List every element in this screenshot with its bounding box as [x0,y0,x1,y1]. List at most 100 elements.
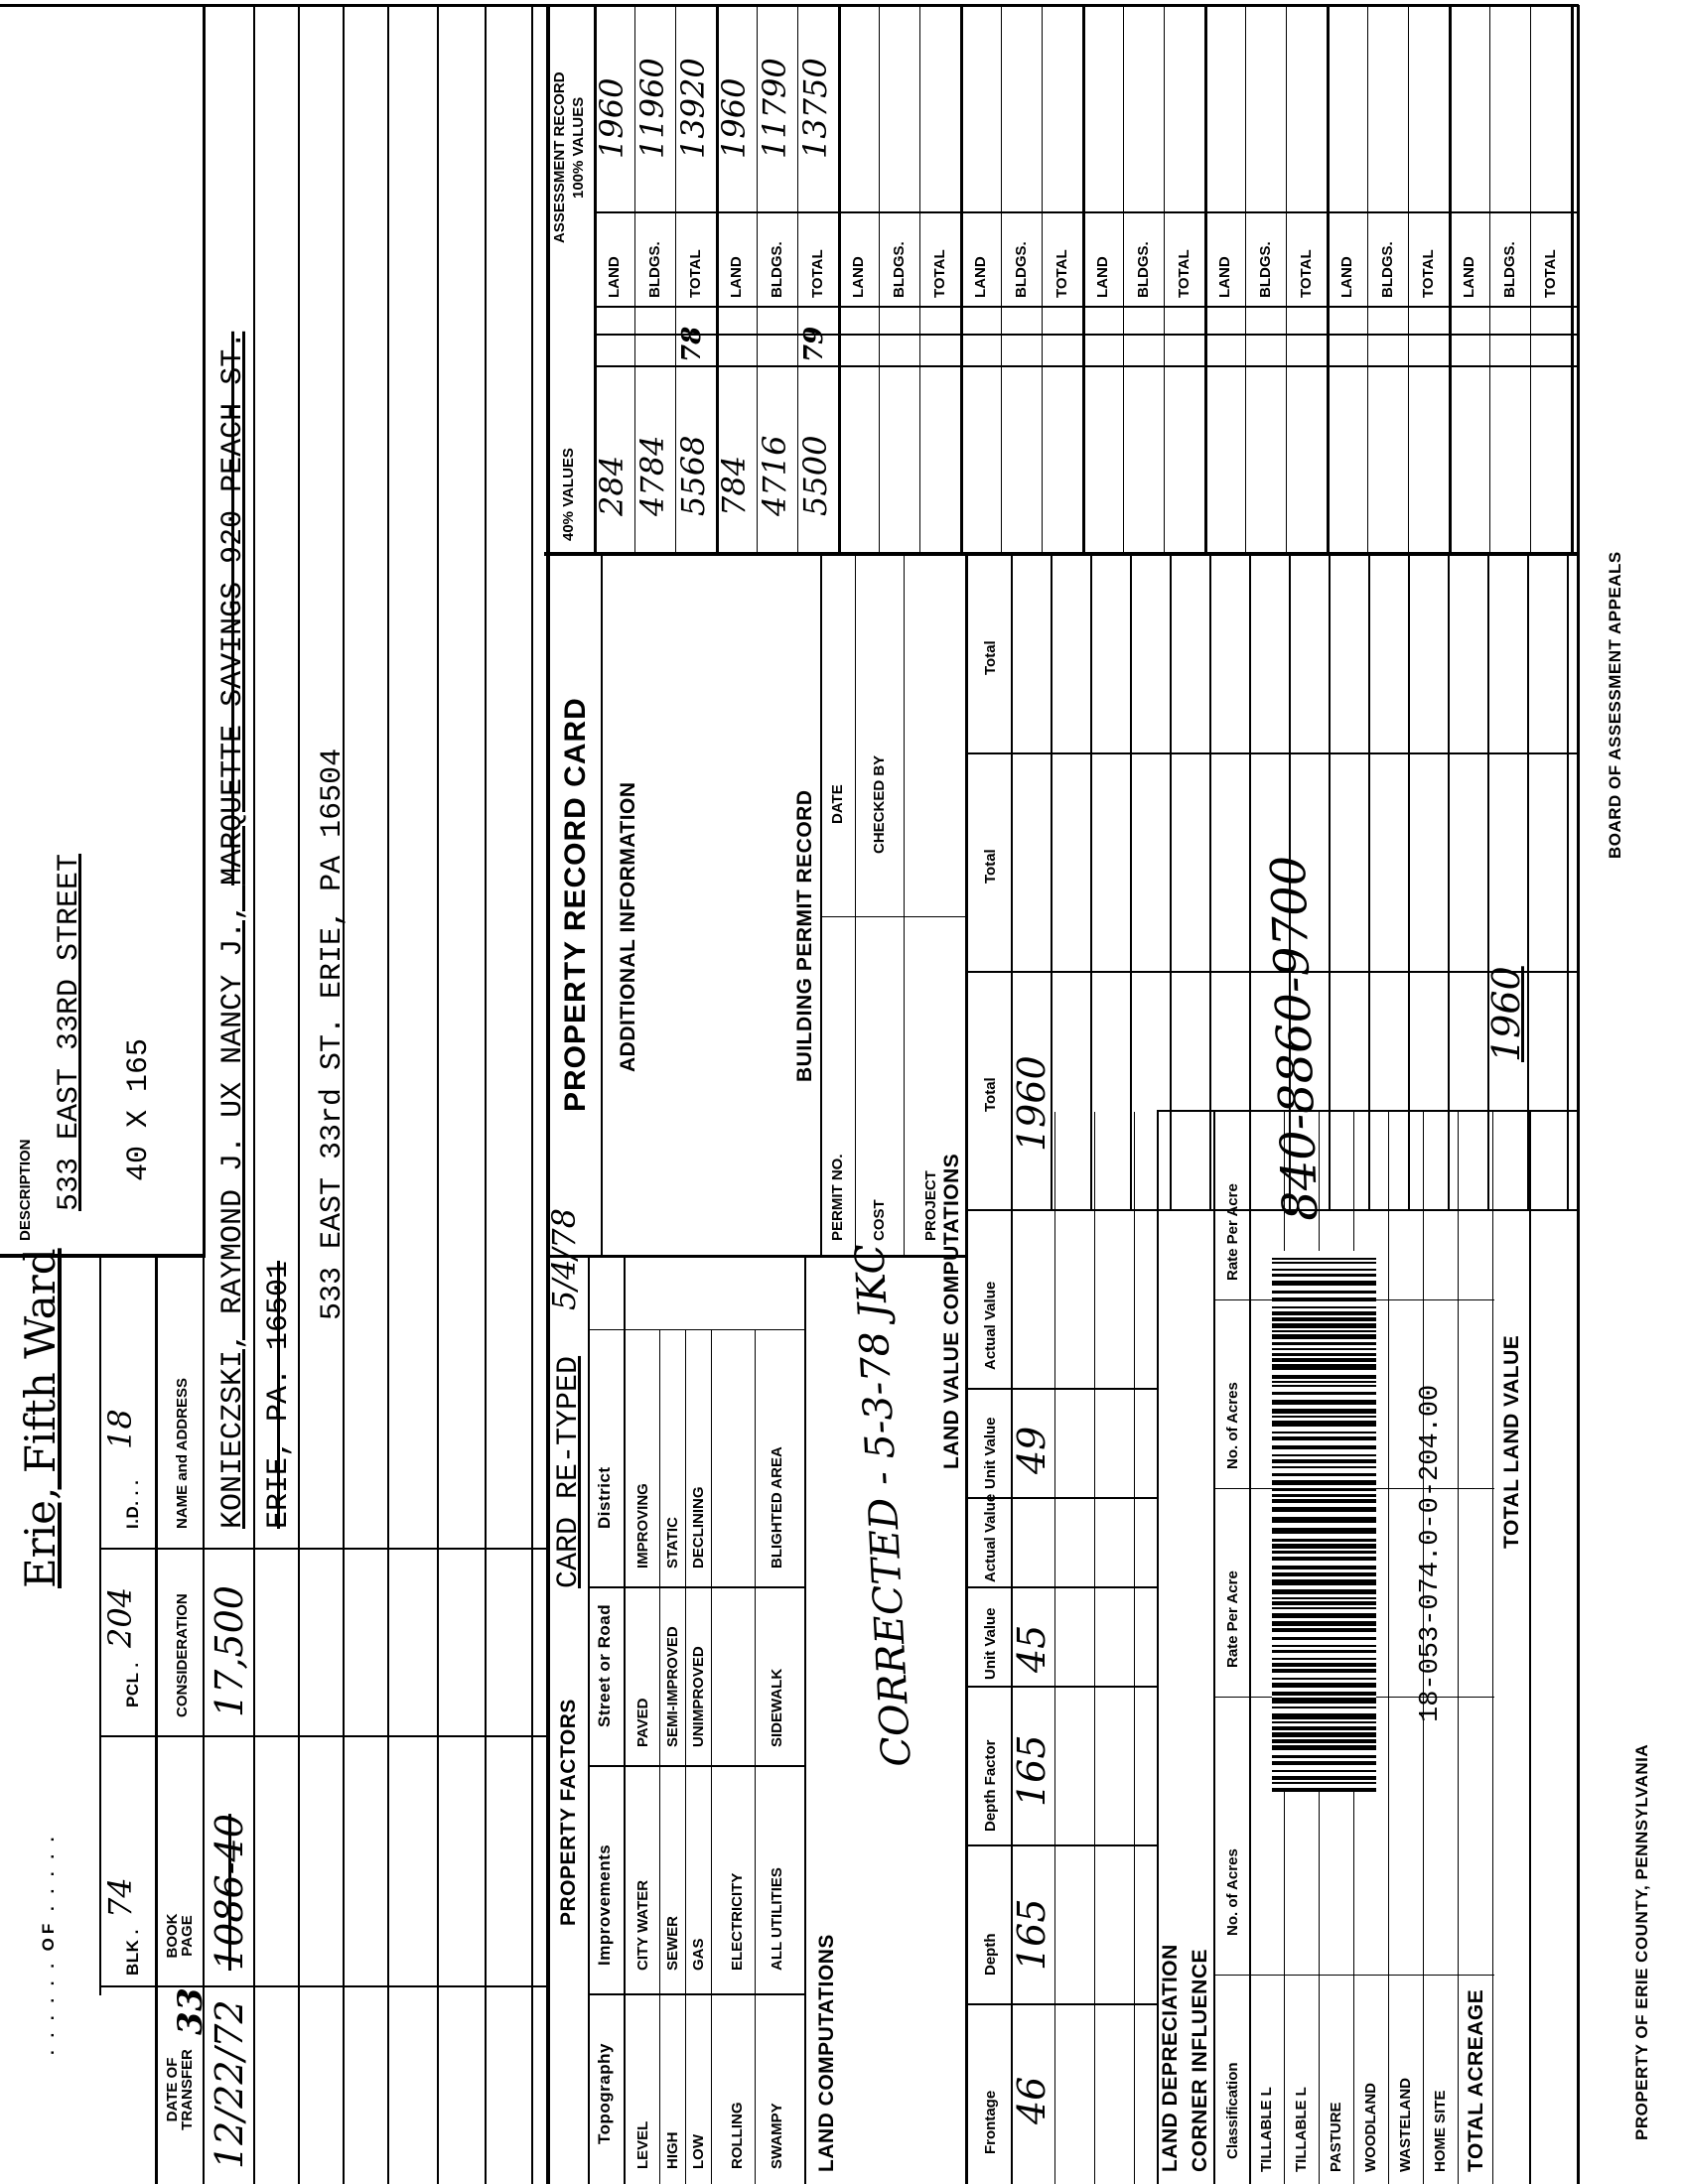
assessment-row-label: TOTAL [1542,249,1559,298]
improvement-option: GAS [690,1938,707,1971]
rule-line [820,556,822,1258]
value-100-percent: 1960 [593,77,631,159]
rule-line [1286,5,1287,556]
unit-value: 45 [1010,1624,1053,1673]
assessment-row-label: LAND [1216,256,1233,298]
pcl-value: 204 [101,1586,139,1648]
land-value-column-header: Unit Value [982,1607,999,1680]
barcode-bar [1272,1539,1376,1542]
rule-line [965,1844,1157,1846]
rule-line [99,1548,546,1550]
barcode-bar [1272,1663,1376,1667]
permit-cost-label: COST [871,1199,888,1241]
card-retyped-date: 5/4/78 [545,1208,583,1310]
value-40-percent: 5568 [674,435,712,516]
consideration-header: CONSIDERATION [174,1593,191,1717]
rule-line [1094,1112,1095,2184]
rule-line [1170,556,1172,1211]
land-classification-row: TILLABLE L [1293,2087,1310,2172]
card-retyped-note: CARD RE-TYPED [552,1355,586,1588]
owner-name-text: KONIECZSKI, RAYMOND J. UX NANCY J., [216,885,250,1529]
district-option: IMPROVING [634,1483,651,1569]
barcode-bar [1272,1645,1376,1647]
rule-line [1082,5,1085,556]
land-value-column-header: Total [982,849,999,884]
owner-name: KONIECZSKI, RAYMOND J. UX NANCY J., MARQ… [216,332,250,1529]
barcode-bar [1272,1353,1376,1356]
barcode-bar [1272,1776,1376,1780]
rule-line [546,1255,965,1258]
barcode-bar [1272,1494,1376,1497]
rule-line [1530,5,1531,556]
struck-address: ERIE, PA. 16501 [262,1260,296,1529]
current-mailing-address: 533 EAST 33rd ST. ERIE, PA 16504 [316,748,350,1320]
barcode-bar [1272,1607,1376,1609]
rule-line [965,1388,1157,1390]
assessment-year-mark: 78 [677,326,707,362]
barcode-bar [1272,1637,1376,1640]
barcode-bar [1272,1713,1376,1719]
barcode-bar [1272,1628,1376,1632]
id-label: I.D. . . [123,1479,142,1529]
rule-line [965,1209,1577,1211]
rule-line [965,2003,1157,2005]
topography-option: LEVEL [634,2120,651,2169]
land-depreciation-column-header: Rate Per Acre [1224,1183,1241,1281]
barcode-bar [1272,1544,1376,1549]
rule-line [203,1258,205,2184]
land-classification-row: TILLABLE L [1258,2087,1275,2172]
rule-line [879,5,880,556]
barcode-bar [1272,1375,1376,1379]
municipality: Erie, Fifth Ward [16,1248,65,1588]
rule-line [838,5,841,556]
land-value-column-header: Actual Value [982,1493,999,1582]
barcode-bar [1272,1317,1376,1321]
land-value-column-header: Actual Value [982,1281,999,1370]
barcode-bar [1272,1528,1376,1534]
checked-by-label: CHECKED BY [871,754,888,854]
value-40-percent: 784 [715,455,753,516]
rule-line [1204,5,1207,556]
barcode-bar [1272,1658,1376,1660]
description-dimensions: 40 X 165 [122,1037,156,1181]
barcode-bar [1272,1601,1376,1605]
land-classification-row: PASTURE [1328,2102,1344,2172]
value-40-percent: 5500 [796,435,834,516]
total-acreage-label: TOTAL ACREAGE [1465,1988,1487,2172]
rule-line [1090,556,1092,1211]
rule-line [203,5,206,1258]
barcode-bar [1272,1761,1376,1765]
land-value-column-header: Depth [982,1933,999,1977]
rule-line [685,1330,686,2184]
rule-line [99,1735,546,1737]
assessment-row-label: BLDGS. [769,241,785,298]
barcode-bar [1272,1258,1376,1260]
barcode-bar [1272,1454,1376,1456]
rule-line [904,556,905,1258]
rule-line [531,5,533,2184]
barcode-bar [1272,1459,1376,1463]
barcode-bar [1272,1739,1376,1743]
value-100-percent: 13920 [674,58,712,159]
land-depreciation-column-header: No. of Acres [1224,1848,1241,1936]
rule-line [965,556,968,2184]
rule-line [155,1258,158,2184]
barcode-bar [1272,1782,1376,1784]
blk-label: BLK . [123,1929,142,1976]
improvement-option: ELECTRICITY [729,1872,746,1971]
value-40-percent: 4716 [756,435,793,516]
barcode-bar [1272,1400,1376,1405]
rule-line [594,365,1577,367]
land-value-column-header: Depth Factor [982,1739,999,1832]
barcode-bar [1272,1348,1376,1350]
rule-line [99,1985,546,1987]
rule-line [965,1586,1157,1588]
total-land-value-amount: 1960 [1484,966,1528,1062]
barcode-bar [1272,1726,1376,1730]
land-value-column-header: Unit Value [982,1417,999,1489]
barcode-bar [1272,1692,1376,1696]
rule-line [1245,5,1246,556]
rule-line [601,556,603,1258]
barcode-bar [1272,1597,1376,1599]
